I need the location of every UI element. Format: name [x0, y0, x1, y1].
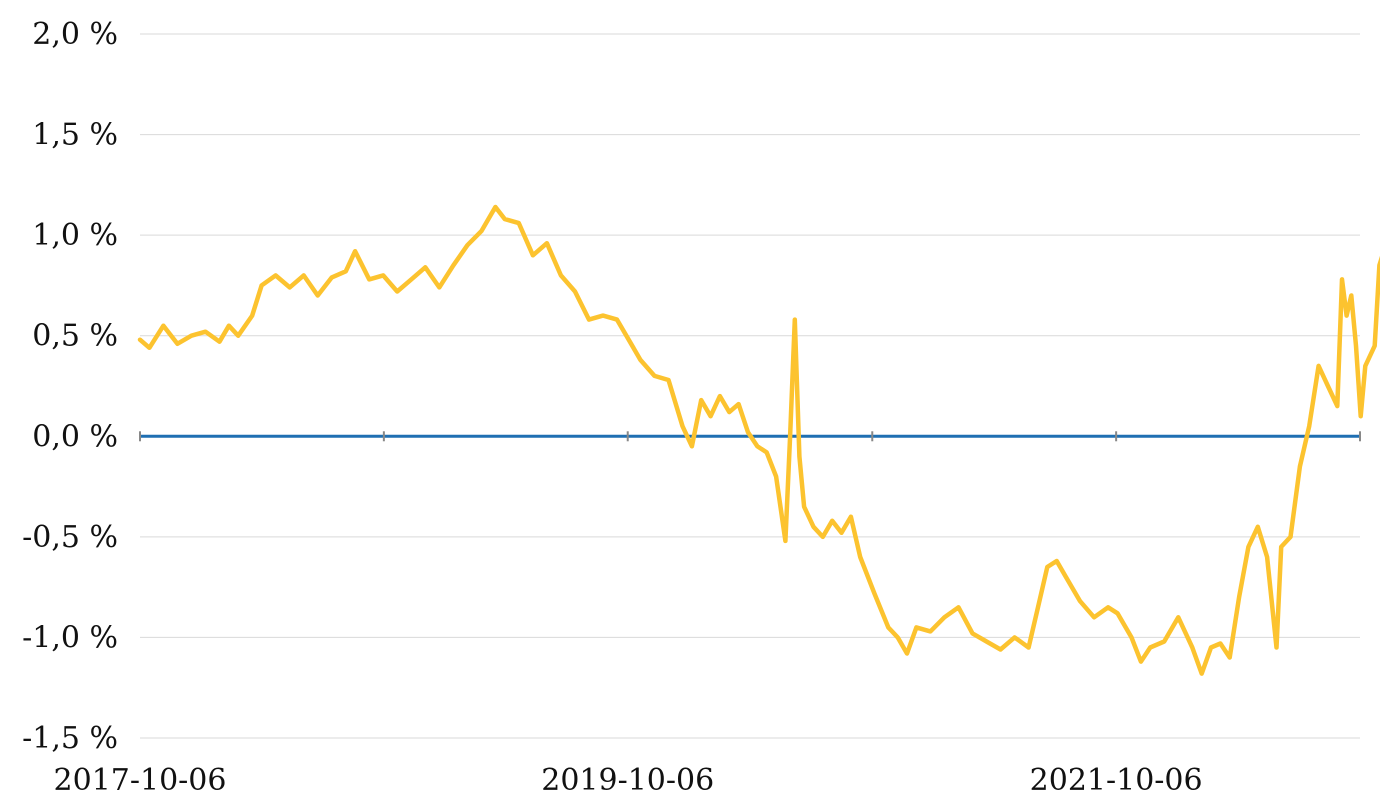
y-tick-label: -1,0 %: [22, 620, 118, 655]
y-axis-tick-labels: 2,0 % 1,5 % 1,0 % 0,5 % 0,0 % -0,5 % -1,0 % -1,…: [22, 17, 118, 756]
x-tick-label: 2017-10-06: [54, 763, 227, 798]
y-tick-label: 0,0 %: [32, 419, 118, 454]
y-tick-label: -1,5 %: [22, 721, 118, 756]
y-tick-label: 0,5 %: [32, 319, 118, 354]
y-tick-label: 1,5 %: [32, 118, 118, 153]
y-tick-label: -0,5 %: [22, 520, 118, 555]
y-tick-label: 1,0 %: [32, 218, 118, 253]
x-tick-label: 2021-10-06: [1030, 763, 1203, 798]
series-line: [137, 204, 1380, 676]
x-tick-label: 2019-10-06: [541, 763, 714, 798]
series-layer: [137, 204, 1380, 676]
grid-lines: [140, 33, 1360, 739]
x-axis: 2017-10-06 2019-10-06 2021-10-06: [54, 431, 1361, 798]
y-tick-label: 2,0 %: [32, 17, 118, 52]
